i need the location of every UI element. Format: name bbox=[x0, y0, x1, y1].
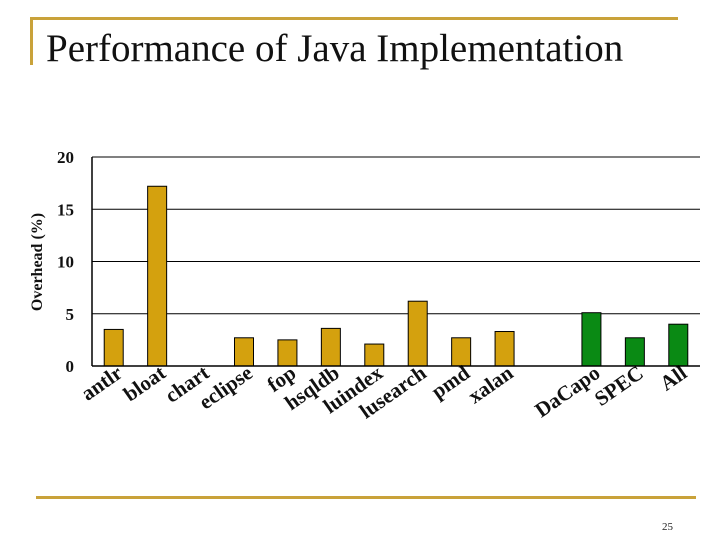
top-accent-line bbox=[30, 17, 678, 20]
y-tick-label: 5 bbox=[66, 305, 75, 324]
bottom-accent-line bbox=[36, 496, 696, 499]
slide-title: Performance of Java Implementation bbox=[46, 27, 624, 70]
x-tick-label: antlr bbox=[77, 360, 127, 405]
x-tick-label: bloat bbox=[119, 360, 170, 406]
x-tick-label: SPEC bbox=[590, 360, 648, 410]
bar-antlr bbox=[103, 328, 124, 367]
bar-xalan bbox=[494, 331, 515, 367]
bar-lusearch bbox=[407, 300, 428, 367]
bars bbox=[103, 185, 689, 367]
y-tick-labels: 0 5 10 15 20 bbox=[57, 148, 74, 376]
bar-hsqldb bbox=[320, 327, 341, 367]
y-tick-label: 15 bbox=[57, 200, 74, 219]
y-tick-label: 20 bbox=[57, 148, 74, 167]
bar-all bbox=[668, 323, 689, 367]
page-number: 25 bbox=[662, 521, 673, 533]
y-tick-label: 0 bbox=[66, 357, 75, 376]
grid-lines bbox=[92, 156, 700, 315]
bar-bloat bbox=[147, 185, 168, 367]
left-accent-line bbox=[30, 17, 33, 65]
bar-dacapo bbox=[581, 312, 602, 367]
y-tick-label: 10 bbox=[57, 253, 74, 272]
x-tick-label: xalan bbox=[464, 360, 518, 408]
y-axis-label: Overhead (%) bbox=[29, 213, 46, 311]
